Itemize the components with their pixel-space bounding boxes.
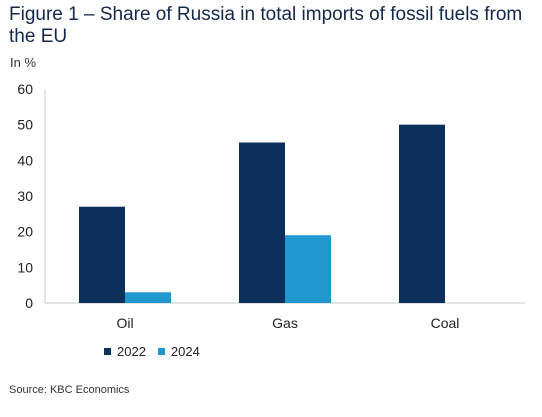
y-tick-label: 20 [17,224,33,240]
legend-item-2022: 2022 [104,344,146,359]
bar-coal-2022 [399,124,445,304]
x-category-label: Coal [431,315,460,331]
y-tick-label: 0 [25,295,33,311]
legend-swatch-2024 [157,348,165,355]
bar-chart: 0 10 20 30 40 50 60 Oil Gas Coal [17,81,525,331]
y-tick-label: 30 [17,188,33,204]
source-note: Source: KBC Economics [9,384,130,396]
y-tick-label: 60 [17,81,33,97]
legend-item-2024: 2024 [157,344,200,359]
x-category-label: Oil [116,315,133,331]
unit-label: In % [10,55,37,70]
y-tick-label: 10 [17,259,33,275]
legend-label-2024: 2024 [170,344,200,359]
bar-gas-2022 [239,142,285,303]
bar-oil-2024 [125,292,171,303]
y-tick-label: 40 [17,152,33,168]
x-category-label: Gas [272,315,298,331]
y-tick-label: 50 [17,117,33,133]
legend-label-2022: 2022 [117,344,146,359]
chart-title: Figure 1 – Share of Russia in total impo… [9,4,523,47]
bar-gas-2024 [285,235,331,303]
bar-oil-2022 [79,206,125,303]
legend-swatch-2022 [104,348,111,355]
legend: 2022 2024 [104,344,206,359]
